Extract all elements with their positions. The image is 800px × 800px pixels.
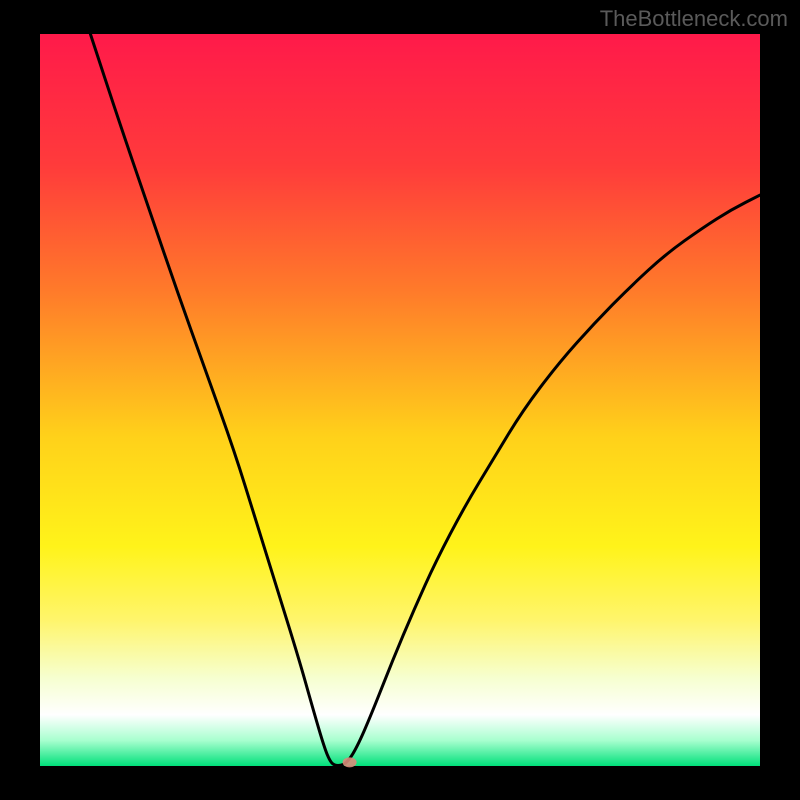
gradient-background (40, 34, 760, 766)
bottleneck-chart (0, 0, 800, 800)
trough-marker (343, 757, 357, 767)
chart-container: TheBottleneck.com (0, 0, 800, 800)
watermark-text: TheBottleneck.com (600, 6, 788, 32)
